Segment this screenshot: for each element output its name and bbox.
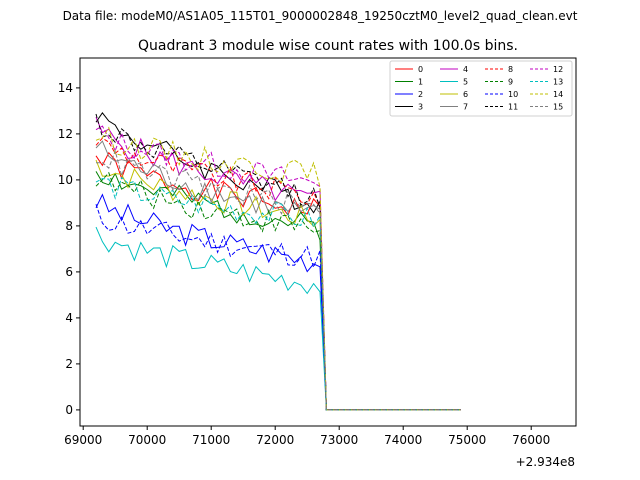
series-line-3 <box>95 112 461 411</box>
x-tick-label: 71000 <box>192 433 230 447</box>
series-line-9 <box>95 171 461 411</box>
y-tick-label: 2 <box>65 357 73 371</box>
legend-box <box>389 60 573 117</box>
series-line-6 <box>95 159 461 411</box>
axes-frame <box>79 57 577 427</box>
y-tick-label: 4 <box>65 311 73 325</box>
x-tick-label: 72000 <box>256 433 294 447</box>
data-file-label: Data file: modeM0/AS1A05_115T01_90000028… <box>63 9 578 23</box>
x-tick-label: 70000 <box>128 433 166 447</box>
x-tick-label: 74000 <box>384 433 422 447</box>
x-tick-label: 69000 <box>64 433 102 447</box>
legend-label: 11 <box>508 103 518 112</box>
legend-label: 14 <box>553 90 563 99</box>
legend-label: 9 <box>508 78 513 87</box>
series-line-4 <box>95 117 461 411</box>
legend-label: 13 <box>553 78 563 87</box>
legend-label: 6 <box>463 90 468 99</box>
series-line-11 <box>95 113 461 411</box>
x-tick-label: 76000 <box>512 433 550 447</box>
series-line-13 <box>95 176 461 411</box>
series-line-5 <box>95 226 461 411</box>
series-line-10 <box>95 204 461 411</box>
y-tick-label: 12 <box>58 127 73 141</box>
y-axis: 0 2 4 6 8 10 12 14 <box>58 81 80 417</box>
legend-label: 8 <box>508 65 513 74</box>
y-tick-label: 0 <box>65 403 73 417</box>
series-line-0 <box>95 151 461 411</box>
series-line-2 <box>95 193 461 411</box>
legend-label: 5 <box>463 78 468 87</box>
x-tick-label: 73000 <box>320 433 358 447</box>
x-axis: 69000 70000 71000 72000 73000 74000 75000 76000 <box>64 426 550 447</box>
legend-label: 3 <box>418 103 423 112</box>
series-line-14 <box>95 126 461 411</box>
y-tick-label: 8 <box>65 219 73 233</box>
legend-label: 4 <box>463 65 468 74</box>
legend-label: 7 <box>463 103 468 112</box>
legend-label: 10 <box>508 90 518 99</box>
legend-label: 1 <box>418 78 423 87</box>
y-tick-label: 14 <box>58 81 73 95</box>
legend-label: 15 <box>553 103 563 112</box>
chart-title: Quadrant 3 module wise count rates with … <box>138 38 518 54</box>
legend-label: 0 <box>418 65 423 74</box>
y-tick-label: 6 <box>65 265 73 279</box>
plot-lines <box>95 112 461 411</box>
legend-label: 2 <box>418 90 423 99</box>
legend-label: 12 <box>553 65 563 74</box>
series-line-15 <box>95 149 461 411</box>
x-tick-label: 75000 <box>448 433 486 447</box>
y-tick-label: 10 <box>58 173 73 187</box>
x-offset-label: +2.934e8 <box>516 455 575 469</box>
